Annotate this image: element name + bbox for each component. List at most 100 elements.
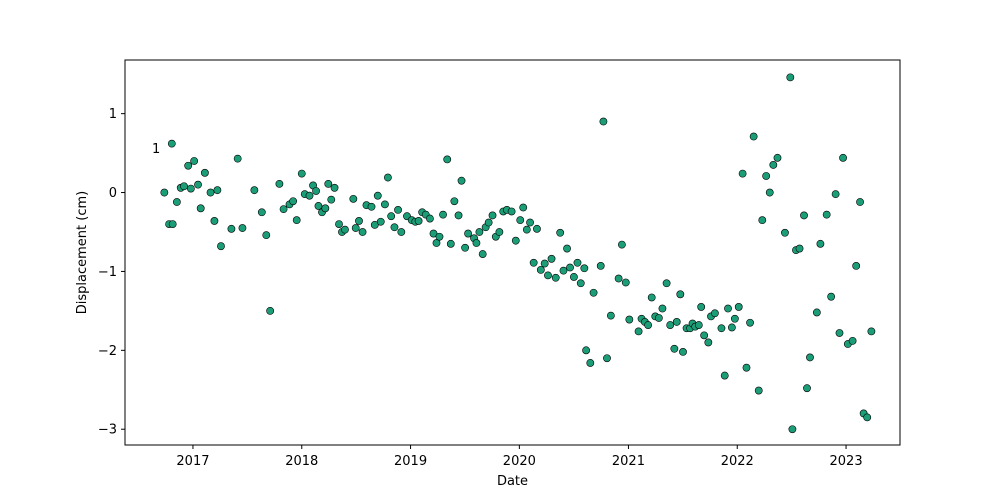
- x-tick-label: 2018: [285, 454, 318, 469]
- data-point: [586, 359, 595, 367]
- data-point: [812, 308, 821, 317]
- y-tick-label: 1: [109, 107, 117, 122]
- data-point: [184, 161, 193, 170]
- data-point: [324, 179, 333, 188]
- data-point: [670, 344, 679, 353]
- data-point: [544, 271, 552, 280]
- data-point: [370, 220, 379, 229]
- data-point: [194, 180, 202, 189]
- data-point: [217, 242, 225, 251]
- data-point: [464, 229, 472, 238]
- point-annotation: 1: [152, 142, 160, 157]
- data-point: [800, 211, 808, 220]
- data-point: [414, 217, 423, 225]
- data-point: [654, 314, 663, 322]
- data-point: [867, 327, 876, 336]
- data-point: [762, 172, 771, 180]
- data-point: [484, 218, 493, 227]
- data-point: [547, 254, 556, 263]
- data-point: [551, 273, 560, 282]
- data-point: [606, 311, 615, 320]
- data-point: [358, 228, 367, 236]
- y-tick-label: 0: [109, 186, 117, 201]
- data-point: [848, 336, 857, 345]
- data-point: [614, 274, 623, 283]
- data-point: [617, 240, 626, 249]
- y-axis-label: Displacement (cm): [75, 191, 90, 314]
- data-point: [788, 425, 797, 434]
- data-point: [856, 198, 864, 206]
- data-point: [384, 173, 392, 182]
- data-point: [351, 224, 360, 232]
- data-point: [446, 239, 455, 248]
- data-point: [566, 263, 574, 272]
- data-point: [863, 413, 872, 422]
- data-point: [397, 228, 406, 236]
- data-point: [279, 205, 288, 214]
- data-point: [795, 244, 804, 253]
- data-point: [700, 331, 709, 340]
- data-point: [839, 153, 847, 162]
- data-point: [507, 207, 516, 216]
- data-point: [536, 265, 545, 274]
- data-point: [769, 161, 778, 169]
- data-point: [773, 153, 782, 162]
- data-points: [160, 73, 876, 434]
- data-point: [621, 278, 630, 287]
- x-tick-label: 2021: [612, 454, 645, 469]
- data-point: [367, 202, 376, 211]
- data-point: [327, 195, 336, 204]
- y-tick-label: −3: [98, 423, 117, 438]
- data-point: [720, 371, 729, 380]
- data-point: [676, 290, 685, 299]
- data-point: [435, 232, 444, 241]
- data-point: [786, 73, 795, 82]
- data-point: [443, 155, 452, 164]
- data-point: [373, 191, 382, 200]
- data-point: [573, 258, 582, 267]
- y-tick-label: −1: [98, 265, 117, 280]
- data-point: [196, 204, 205, 213]
- data-point: [599, 117, 608, 126]
- data-point: [275, 179, 284, 188]
- data-point: [355, 217, 363, 225]
- x-tick-label: 2017: [176, 454, 209, 469]
- data-point: [190, 157, 199, 165]
- data-point: [596, 262, 605, 270]
- data-point: [738, 169, 747, 178]
- data-point: [250, 186, 259, 195]
- data-point: [335, 220, 343, 228]
- data-point: [742, 363, 751, 372]
- data-point: [454, 211, 463, 220]
- data-point: [475, 228, 484, 236]
- data-point: [816, 239, 825, 248]
- data-point: [461, 243, 470, 252]
- data-point: [519, 203, 528, 212]
- data-point: [580, 264, 589, 273]
- data-point: [533, 224, 541, 233]
- data-point: [559, 266, 568, 275]
- data-point: [495, 228, 504, 236]
- data-point: [666, 321, 675, 329]
- data-point: [516, 216, 525, 225]
- data-point: [540, 259, 549, 268]
- x-axis-label: Date: [497, 474, 528, 489]
- data-point: [439, 210, 447, 219]
- data-point: [522, 225, 531, 234]
- data-point: [644, 321, 653, 329]
- data-point: [746, 318, 754, 327]
- data-point: [390, 223, 399, 232]
- data-point: [658, 304, 667, 313]
- data-point: [341, 225, 349, 234]
- data-point: [526, 218, 534, 227]
- data-point: [704, 338, 713, 347]
- data-point: [227, 224, 236, 233]
- data-point: [292, 216, 301, 225]
- data-point: [734, 303, 743, 311]
- data-point: [160, 188, 169, 197]
- data-point: [822, 210, 831, 219]
- data-point: [213, 186, 222, 195]
- x-axis-ticks: 2017 2018 2019 2020 2021 2022 2023: [176, 445, 863, 469]
- data-point: [233, 154, 242, 163]
- y-tick-label: −2: [98, 344, 117, 359]
